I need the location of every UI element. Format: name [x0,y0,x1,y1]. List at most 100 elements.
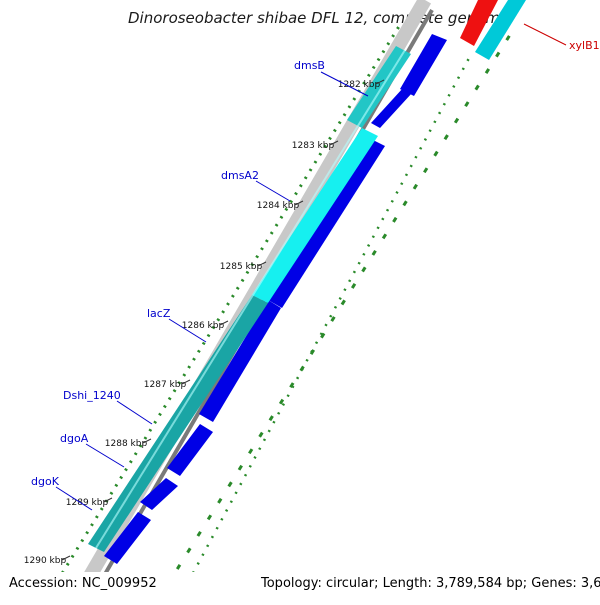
gene-leader-line [116,400,153,425]
kbp-tick-label: 1283 kbp [292,141,335,151]
gc-skew-dot [211,325,216,330]
gc-skew-dot [192,357,196,361]
accession-text: Accession: NC_009952 [9,576,157,591]
gc-skew-dot [308,168,313,172]
reverse-gene-segment [104,512,151,564]
gc-skew-dot [231,294,235,298]
gc-skew-dot [75,546,80,551]
gc-skew-dot [182,373,187,377]
gc-skew-dot [318,152,323,156]
gc-skew-dot [274,223,279,227]
gc-content-dot [319,332,323,336]
gc-content-dot [376,226,380,230]
gc-skew-dot [124,467,128,472]
gene-leader-line [55,486,93,511]
reverse-gene-segment [140,478,178,510]
gc-content-dash [237,464,243,471]
gc-content-dot [310,350,314,353]
gc-skew-dot [337,120,342,125]
gc-skew-dot [255,254,259,259]
gc-content-dash [175,564,182,570]
gc-skew-dot [70,554,75,559]
gc-skew-dot [187,365,191,369]
gc-content-dot [414,155,418,159]
gc-content-dot [272,420,276,424]
gc-content-dash [217,497,223,504]
gc-skew-dot [90,523,94,527]
map-tracks [56,0,526,604]
gc-content-dash [278,398,285,405]
gene-label-dmsb: dmsB [294,59,325,72]
gc-content-dot [329,314,333,318]
gc-skew-dot [347,105,352,109]
kbp-tick-mark [219,320,229,326]
gc-skew-dot [129,459,133,464]
gc-content-dot [225,509,229,512]
gc-skew-dot [376,57,381,62]
gc-content-dot [385,208,390,212]
gc-content-dot [253,456,257,459]
gene-label-lacz: lacZ [147,307,171,320]
reverse-gene-segment [371,88,412,128]
gc-skew-dot [299,183,303,188]
gc-content-dash [289,382,295,389]
map-title: Dinoroseobacter shibae DFL 12, complete … [128,9,509,27]
gc-content-dot [409,164,413,168]
kbp-tick-mark [294,200,304,206]
gc-skew-dot [85,530,89,535]
gc-skew-dot [235,286,240,290]
gc-skew-dot [177,381,182,385]
map-labels: 1282 kbp 1283 kbp 1284 kbp 1285 kbp 1286 kbp… [24,23,600,566]
gc-content-dot [338,297,342,300]
gc-skew-dot [143,436,148,440]
gc-content-dash [464,101,470,108]
gc-skew-dot [269,231,274,235]
gc-content-dot [390,199,394,203]
kbp-tick-mark [375,79,385,85]
gc-content-dash [453,117,460,124]
gc-skew-dot [250,262,255,267]
gc-skew-dot [328,136,332,141]
gc-skew-dot [294,191,298,196]
gene-label-dgoa: dgoA [60,432,89,445]
gc-content-dash [474,84,480,91]
gc-content-dot [239,482,243,486]
gc-content-dot [442,102,446,106]
gc-content-dash [443,134,449,141]
forward-gene-highlight [95,49,406,549]
gene-label-dmsa2: dmsA2 [221,169,259,182]
gc-content-dot [466,58,470,62]
forward-gene-segment [252,128,378,303]
reverse-gene-segment [400,34,447,96]
kbp-tick-mark [181,379,191,385]
gc-content-dot [324,323,328,327]
kbp-tick-label: 1287 kbp [144,380,187,390]
gc-content-dot [300,367,304,371]
gc-skew-dot [65,562,70,566]
gc-content-dot [206,544,210,548]
gc-content-dash [402,200,408,207]
gc-skew-dot [323,144,327,149]
gc-skew-dot [279,215,284,219]
gc-content-dash [350,283,357,289]
kbp-tick-label: 1289 kbp [66,498,109,508]
gc-content-dot [215,526,219,530]
reverse-gene-segment [199,300,281,422]
gc-content-dash [248,448,254,455]
gc-content-dot [210,535,214,539]
gc-content-dot [438,111,442,115]
gc-skew-dot [362,81,366,85]
gc-skew-dot [153,420,157,425]
gc-content-dash [320,332,326,339]
gc-content-dot [229,500,233,504]
gc-skew-dot [109,491,114,495]
gc-content-dot [262,438,267,442]
gc-content-dot [433,120,437,124]
gc-skew-dot [95,515,99,519]
gene-leader-line [168,318,207,343]
forward-gene-segment [475,0,526,60]
reverse-gene-segment [268,140,385,308]
gc-skew-dot [371,65,376,70]
gc-content-dash [495,51,501,58]
gc-content-dot [220,517,224,521]
